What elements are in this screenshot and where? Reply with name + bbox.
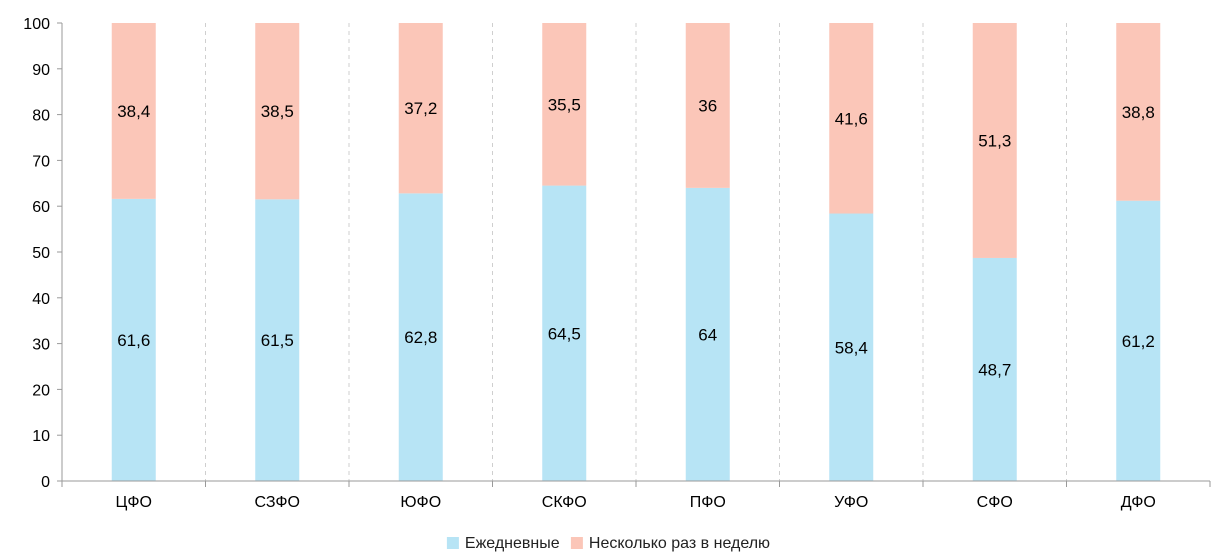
x-tick-label: ЦФО (116, 494, 152, 511)
bar-segment-weekly (1116, 23, 1161, 201)
bar-segment-daily (255, 199, 300, 481)
data-label: 62,8 (404, 328, 437, 347)
legend-swatch (570, 537, 583, 549)
bars (111, 23, 1161, 482)
data-label: 64 (698, 325, 717, 344)
x-tick-label: СКФО (542, 494, 587, 511)
y-tick-label: 50 (32, 245, 50, 262)
data-label: 61,2 (1122, 332, 1155, 351)
bar-segment-daily (398, 193, 443, 481)
x-tick-label: СФО (977, 494, 1013, 511)
data-label: 36 (698, 96, 717, 115)
bar-segment-weekly (829, 23, 874, 214)
axes (57, 22, 1211, 487)
data-label: 38,8 (1122, 103, 1155, 122)
data-label: 35,5 (548, 95, 581, 114)
legend-label: Несколько раз в неделю (589, 535, 770, 552)
y-tick-label: 40 (32, 291, 50, 308)
x-tick-labels: ЦФО СЗФО ЮФО СКФО ПФО УФО СФО ДФО (116, 494, 1156, 511)
y-tick-label: 100 (23, 16, 50, 33)
legend-label: Ежедневные (465, 535, 560, 552)
data-label: 61,5 (261, 331, 294, 350)
y-tick-label: 70 (32, 153, 50, 170)
x-tick-label: УФО (834, 494, 868, 511)
bar-segment-weekly (542, 23, 587, 186)
bar-segment-daily (829, 213, 874, 481)
category-separators (205, 23, 1067, 481)
y-tick-label: 0 (41, 474, 50, 491)
bar-segment-weekly (111, 23, 156, 199)
bar-segment-daily (685, 187, 730, 481)
legend-swatch (446, 537, 459, 549)
bar-segment-weekly (972, 23, 1017, 258)
bar-segment-weekly (398, 23, 443, 194)
data-label: 58,4 (835, 338, 868, 357)
bar-segment-daily (1116, 200, 1161, 482)
data-label: 61,6 (117, 331, 150, 350)
data-label: 37,2 (404, 99, 437, 118)
data-label: 51,3 (978, 131, 1011, 150)
bar-segment-daily (972, 257, 1017, 481)
y-tick-label: 10 (32, 428, 50, 445)
bar-segment-weekly (685, 23, 730, 188)
y-tick-label: 20 (32, 382, 50, 399)
x-tick-label: СЗФО (255, 494, 300, 511)
y-tick-label: 30 (32, 337, 50, 354)
y-tick-labels: 0 10 20 30 40 50 60 70 80 90 100 (23, 16, 50, 491)
data-label: 64,5 (548, 324, 581, 343)
y-tick-label: 90 (32, 62, 50, 79)
legend: Ежедневные Несколько раз в неделю (446, 535, 770, 552)
data-label: 48,7 (978, 360, 1011, 379)
bar-segment-weekly (255, 23, 300, 200)
data-label: 38,4 (117, 102, 150, 121)
bar-segment-daily (111, 198, 156, 481)
x-tick-label: ЮФО (400, 494, 441, 511)
data-label: 38,5 (261, 102, 294, 121)
y-tick-label: 80 (32, 108, 50, 125)
y-tick-label: 60 (32, 199, 50, 216)
bar-segment-daily (542, 185, 587, 481)
data-label: 41,6 (835, 109, 868, 128)
data-labels: 61,6 38,4 61,5 38,5 62,8 37,2 64,5 35,5 64 36 58,4… (117, 95, 1155, 379)
x-tick-label: ПФО (690, 494, 726, 511)
x-tick-label: ДФО (1121, 494, 1156, 511)
